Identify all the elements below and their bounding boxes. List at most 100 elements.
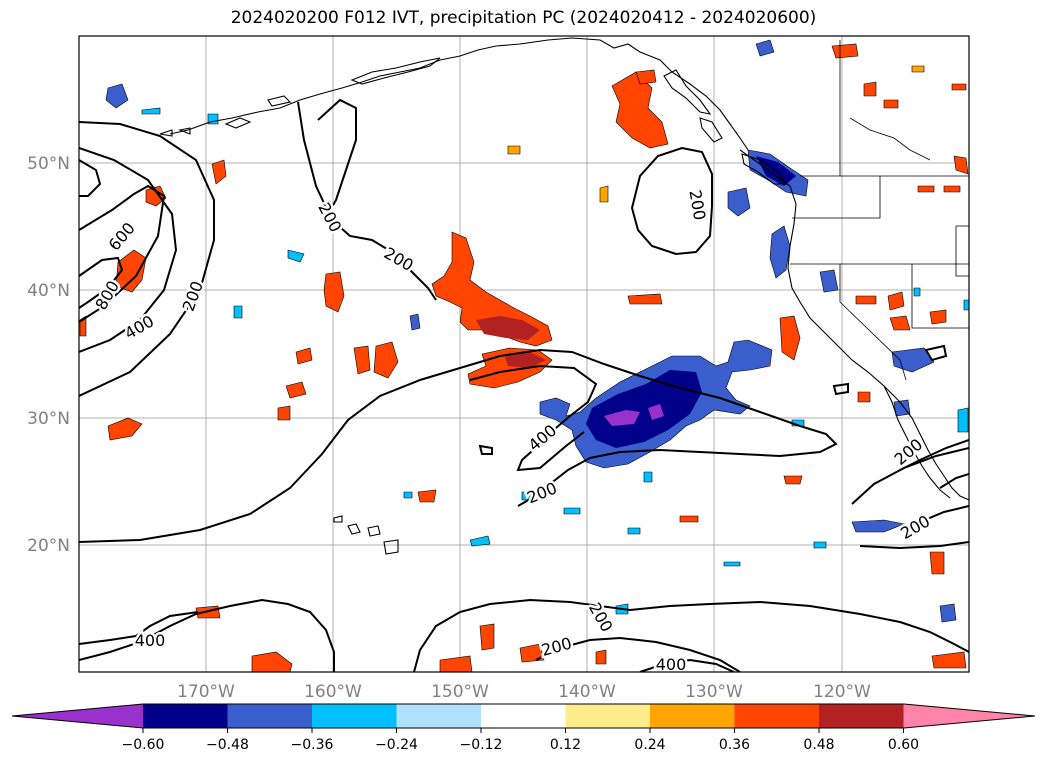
precip-negative-area xyxy=(891,347,935,373)
ivt-contour-200 xyxy=(413,598,969,672)
province-borders xyxy=(849,117,931,161)
lon-label: 130°W xyxy=(685,682,743,702)
colorbar-tick-label: 0.48 xyxy=(803,737,834,753)
lon-label: 140°W xyxy=(558,682,616,702)
ivt-contour-200 xyxy=(939,473,969,489)
precip-positive-area xyxy=(855,295,877,305)
political-borders xyxy=(790,40,969,381)
precip-negative-area xyxy=(233,305,243,319)
precip-positive-area xyxy=(353,345,371,375)
ivt-contour-200 xyxy=(79,348,838,543)
precip-negative-area xyxy=(409,313,421,331)
bc-coast xyxy=(739,149,969,501)
precip-negative-area xyxy=(105,83,129,109)
ivt-contour-400 xyxy=(469,364,598,472)
colorbar-extend-high xyxy=(903,704,1035,728)
ivt-contour-200 xyxy=(317,98,357,215)
map-panel: 200 200 200 200 200 200 200 200 400 400 … xyxy=(79,36,969,674)
precip-negative-area xyxy=(469,535,491,547)
contour-label-400: 400 xyxy=(656,655,687,674)
map-title: 2024020200 F012 IVT, precipitation PC (2… xyxy=(230,8,817,28)
precip-positive-area xyxy=(779,315,801,361)
colorbar-tick-label: −0.24 xyxy=(375,737,418,753)
alaska-coast xyxy=(350,57,441,85)
colorbar-segment xyxy=(565,704,651,728)
colorbar-extend-low xyxy=(12,704,143,728)
ivt-contour-200 xyxy=(859,541,969,550)
alaska-coast xyxy=(663,69,712,115)
colorbar-segment xyxy=(143,704,228,728)
state-borders xyxy=(955,225,969,277)
ivt-contour-400 xyxy=(639,658,735,672)
precip-positive-core xyxy=(504,352,546,368)
precip-positive-area xyxy=(883,99,899,109)
precip-positive-area xyxy=(519,643,545,663)
colorbar-segment xyxy=(819,704,904,728)
ivt-contour-200 xyxy=(79,598,335,672)
precip-negative-area xyxy=(403,491,413,499)
colorbar-tick-label: 0.24 xyxy=(634,737,665,753)
precip-negative-area xyxy=(957,407,969,433)
colorbar-segment xyxy=(312,704,397,728)
ivt-contour-200 xyxy=(832,382,849,396)
precip-positive-area xyxy=(323,271,345,313)
precip-negative-area xyxy=(755,39,775,57)
precip-positive-area xyxy=(679,515,699,523)
ivt-contour-200 xyxy=(79,159,102,197)
alaska-coast xyxy=(169,37,749,151)
precip-negative-area xyxy=(643,471,653,483)
precip-positive-area xyxy=(211,159,227,185)
lat-label: 40°N xyxy=(27,281,70,301)
hawaii-islands xyxy=(383,539,399,555)
lon-label: 170°W xyxy=(177,682,235,702)
colorbar-segment xyxy=(650,704,735,728)
precip-positive-area xyxy=(115,249,147,293)
colorbar-tick-label: −0.48 xyxy=(206,737,249,753)
precip-negative-area xyxy=(819,269,839,293)
contour-label-200: 200 xyxy=(314,199,345,235)
ivt-contour-400 xyxy=(79,611,199,645)
precip-positive-area xyxy=(951,83,967,91)
contour-label-400: 400 xyxy=(121,311,157,343)
precip-positive-area xyxy=(285,381,307,399)
ivt-contour-200 xyxy=(297,101,437,301)
precip-positive-area xyxy=(943,185,961,193)
ivt-contour-400 xyxy=(79,147,178,353)
precip-negative-area xyxy=(963,299,969,311)
precip-negative-area xyxy=(723,561,741,567)
precip-positive-area xyxy=(145,185,167,207)
contour-label-200: 200 xyxy=(897,511,933,543)
contour-label-400: 400 xyxy=(135,631,166,650)
contour-label-200: 200 xyxy=(179,279,207,314)
ivt-contour-600 xyxy=(79,184,166,323)
ivt-contour-200 xyxy=(478,444,493,455)
precip-positive-area xyxy=(599,185,609,203)
precip-positive-area xyxy=(929,551,945,575)
longitude-labels: 170°W 160°W 150°W 140°W 130°W 120°W xyxy=(177,682,871,702)
colorbar-segment xyxy=(396,704,482,728)
precip-positive-area xyxy=(417,489,437,503)
lat-label: 50°N xyxy=(27,154,70,174)
precip-positive-area xyxy=(277,405,291,421)
contour-label-400: 400 xyxy=(525,421,561,455)
precip-negative-area xyxy=(939,603,957,623)
colorbar-tick-label: 0.12 xyxy=(550,737,581,753)
precip-positive-area xyxy=(857,391,871,403)
coastlines xyxy=(159,37,969,555)
ivt-contour-200 xyxy=(899,439,969,471)
precip-negative-shading xyxy=(105,39,969,623)
ivt-contour-800 xyxy=(79,256,124,309)
map-frame xyxy=(78,35,970,673)
precip-positive-area xyxy=(251,651,293,672)
precip-positive-area xyxy=(595,649,607,665)
precip-positive-area xyxy=(635,69,657,85)
hawaii-islands xyxy=(333,515,343,523)
contour-label-200: 200 xyxy=(524,478,559,507)
baja-coast xyxy=(883,385,951,499)
precip-negative-core xyxy=(586,370,702,448)
colorbar-tick-label: 0.36 xyxy=(719,737,750,753)
precip-positive-area xyxy=(953,155,969,175)
alaska-coast xyxy=(267,95,292,107)
precip-positive-area xyxy=(479,623,495,651)
